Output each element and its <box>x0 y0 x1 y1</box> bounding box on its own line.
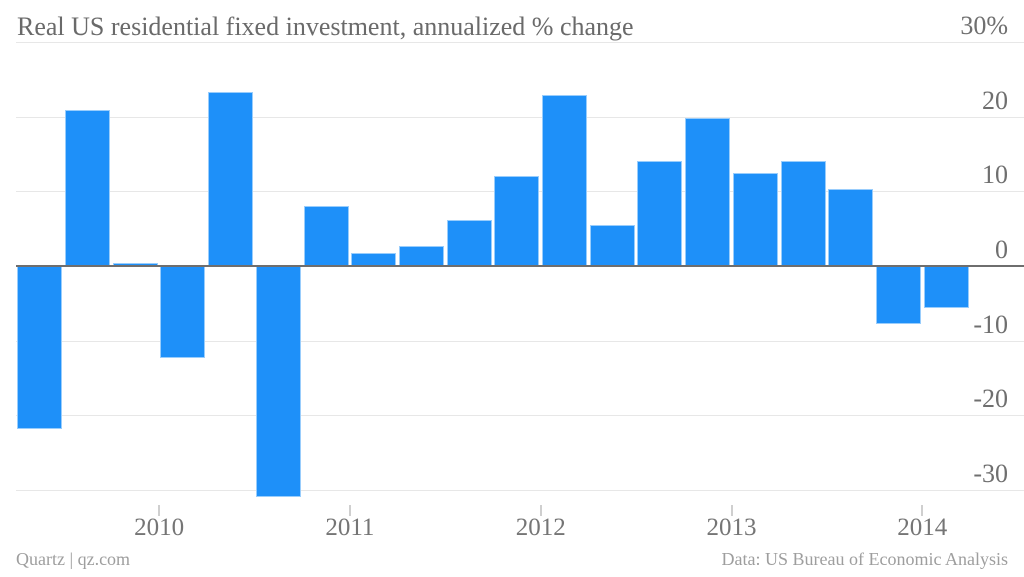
x-axis-tick-2014 <box>921 505 924 516</box>
footer-source: Data: US Bureau of Economic Analysis <box>721 549 1008 569</box>
bar-2013-Q4 <box>875 266 921 325</box>
x-axis-tick-2013 <box>730 505 733 516</box>
bar-2013-Q2 <box>780 160 826 266</box>
x-axis-year-label-2011: 2011 <box>325 514 375 541</box>
y-axis-label--10: -10 <box>973 309 1008 339</box>
y-axis-label--30: -30 <box>973 459 1008 488</box>
y-axis-label--20: -20 <box>973 384 1008 414</box>
gridline--10 <box>16 340 1024 342</box>
y-axis-label-30%: 30% <box>960 11 1008 40</box>
bar-2012-Q1 <box>542 95 588 266</box>
y-axis-label-20: 20 <box>982 85 1008 115</box>
chart-title: Real US residential fixed investment, an… <box>17 12 634 41</box>
bar-2009-Q3 <box>65 109 111 266</box>
bar-2013-Q1 <box>732 172 778 266</box>
y-axis-label-10: 10 <box>982 160 1008 190</box>
bar-2010-Q4 <box>303 206 349 266</box>
x-axis-year-label-2012: 2012 <box>515 514 566 541</box>
gridline-20 <box>16 116 1024 118</box>
x-axis-tick-2010 <box>158 505 161 516</box>
x-axis-year-label-2010: 2010 <box>134 514 185 541</box>
gridline--30 <box>16 490 1024 491</box>
x-axis-tick-2012 <box>539 505 542 516</box>
x-axis-tick-2011 <box>348 505 351 516</box>
bar-2011-Q4 <box>494 175 540 266</box>
bar-2012-Q2 <box>589 224 635 266</box>
zero-axis-line <box>16 265 1024 267</box>
bar-2012-Q3 <box>637 161 683 266</box>
bar-2012-Q4 <box>685 118 731 266</box>
gridline-30 <box>16 42 1024 43</box>
x-axis-year-label-2014: 2014 <box>897 514 948 541</box>
bar-2010-Q3 <box>255 266 301 497</box>
bar-2013-Q3 <box>828 189 874 266</box>
bar-2009-Q2 <box>17 266 63 429</box>
bar-2010-Q2 <box>208 92 254 266</box>
bar-2014-Q1 <box>923 266 969 308</box>
bar-2011-Q3 <box>446 219 492 266</box>
y-axis-label-0: 0 <box>995 235 1008 264</box>
bar-2010-Q1 <box>160 266 206 358</box>
footer-brand: Quartz | qz.com <box>16 549 131 569</box>
x-axis-year-label-2013: 2013 <box>706 514 757 541</box>
gridline--20 <box>16 415 1024 417</box>
bar-2011-Q2 <box>398 245 444 266</box>
